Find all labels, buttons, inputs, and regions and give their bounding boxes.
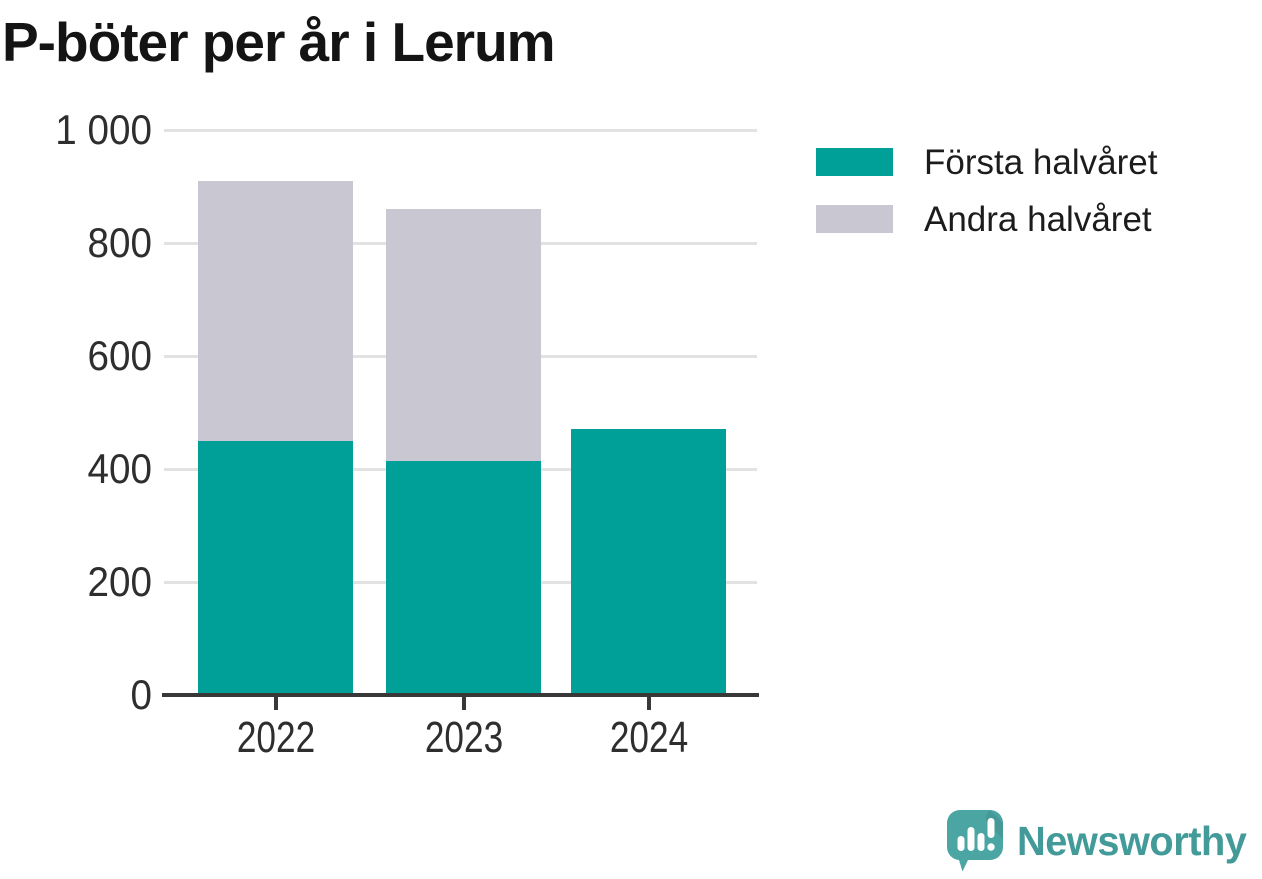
newsworthy-wordmark: Newsworthy [1017, 817, 1247, 864]
newsworthy-branding: Newsworthy [946, 809, 1254, 873]
plot-area [164, 128, 757, 695]
y-tick-label-1000: 1 000 [55, 106, 152, 153]
y-tick-label-600: 600 [87, 332, 152, 379]
bar-2022-second-half [198, 180, 353, 441]
x-tick-2022 [273, 697, 278, 710]
bar-2022-first-half [198, 440, 353, 695]
bar-2023-second-half [386, 209, 541, 461]
x-tick-label-2024: 2024 [609, 713, 688, 762]
legend: Första halvåret Andra halvåret [816, 142, 1158, 261]
legend-swatch-first-half [816, 148, 893, 176]
legend-item-first-half: Första halvåret [816, 142, 1158, 182]
newsworthy-logo-icon [946, 810, 1003, 872]
bar-2024-first-half [571, 429, 726, 695]
legend-label-second-half: Andra halvåret [924, 199, 1152, 239]
x-tick-label-2023: 2023 [424, 713, 503, 762]
y-tick-label-800: 800 [87, 219, 152, 266]
legend-label-first-half: Första halvåret [924, 142, 1158, 182]
x-tick-2024 [646, 697, 651, 710]
y-tick-label-0: 0 [130, 671, 152, 718]
gridline-1000 [164, 128, 757, 132]
chart-title: P-böter per år i Lerum [2, 11, 556, 73]
legend-swatch-second-half [816, 205, 893, 233]
bar-2023-first-half [386, 460, 541, 695]
y-tick-label-200: 200 [87, 558, 152, 605]
x-tick-2023 [461, 697, 466, 710]
x-tick-label-2022: 2022 [236, 713, 315, 762]
x-axis-line [162, 693, 759, 697]
y-tick-label-400: 400 [87, 445, 152, 492]
legend-item-second-half: Andra halvåret [816, 199, 1157, 239]
